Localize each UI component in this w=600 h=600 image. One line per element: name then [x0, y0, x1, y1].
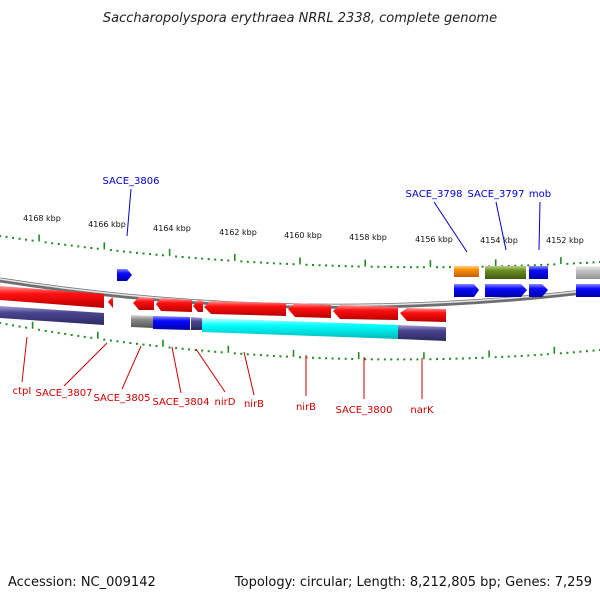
gene-nirB-large[interactable]	[204, 301, 286, 316]
gene-label[interactable]: SACE_3804	[153, 397, 210, 408]
genome-summary-text: Topology: circular; Length: 8,212,805 bp…	[234, 575, 592, 590]
feature-nirD[interactable]	[191, 317, 202, 330]
gene-label[interactable]: mob	[529, 189, 551, 200]
gene-label[interactable]: SACE_3800	[336, 405, 393, 416]
accession-text: Accession: NC_009142	[8, 575, 156, 590]
forward-gene-labels: SACE_3806 SACE_3798 SACE_3797 mob	[103, 176, 551, 253]
gene-SACE_3805[interactable]	[108, 296, 113, 308]
gene-feature[interactable]	[576, 266, 600, 279]
gene-narK[interactable]	[400, 308, 446, 322]
gene-SACE_3797[interactable]	[485, 284, 527, 297]
gene-SACE_3798-feature[interactable]	[454, 266, 479, 277]
gene-label[interactable]: SACE_3805	[94, 393, 151, 404]
ruler-label: 4154 kbp	[480, 236, 518, 245]
gene-label[interactable]: ctpI	[13, 386, 32, 397]
ruler-labels: 4168 kbp 4166 kbp 4164 kbp 4162 kbp 4160…	[23, 214, 584, 245]
gene-SACE_3798[interactable]	[454, 284, 479, 297]
gene-SACE_3804[interactable]	[133, 297, 154, 310]
ruler-label: 4160 kbp	[284, 231, 322, 240]
gene-label[interactable]: SACE_3797	[468, 189, 525, 200]
feature-nirB[interactable]	[202, 318, 398, 339]
ruler-label: 4158 kbp	[349, 233, 387, 242]
gene-mob[interactable]	[529, 284, 548, 297]
gene-label[interactable]: nirB	[296, 402, 316, 413]
gene-label[interactable]: SACE_3806	[103, 176, 160, 187]
forward-strand-genes	[117, 266, 600, 297]
ruler-label: 4156 kbp	[415, 235, 453, 244]
feature-SACE_3807[interactable]	[0, 306, 104, 325]
reverse-strand-features	[0, 306, 446, 341]
feature-narK[interactable]	[398, 325, 446, 341]
gene-label[interactable]: SACE_3798	[406, 189, 463, 200]
feature-SACE_3805[interactable]	[131, 315, 153, 328]
gene-label[interactable]: narK	[410, 405, 434, 416]
gene-label[interactable]: nirD	[215, 397, 236, 408]
ruler-label: 4164 kbp	[153, 224, 191, 233]
gene-nirB-small[interactable]	[288, 303, 331, 318]
gene-SACE_3800[interactable]	[333, 305, 398, 320]
gene-label[interactable]: nirB	[244, 399, 264, 410]
feature-SACE_3804[interactable]	[153, 316, 190, 330]
gene-label[interactable]: SACE_3807	[36, 388, 93, 399]
ruler-ticks-inner	[0, 321, 600, 361]
gene[interactable]	[576, 284, 600, 297]
gene-mob-feature[interactable]	[529, 266, 548, 279]
gene-SACE_3807[interactable]	[0, 286, 104, 308]
gene-nirD[interactable]	[156, 298, 192, 312]
gene-SACE_3806[interactable]	[117, 269, 132, 281]
gene-nirD-b[interactable]	[193, 300, 203, 312]
ruler-label: 4168 kbp	[23, 214, 61, 223]
ruler-label: 4162 kbp	[219, 228, 257, 237]
reverse-gene-labels: ctpI SACE_3807 SACE_3805 SACE_3804 nirD …	[13, 336, 434, 416]
ruler-label: 4166 kbp	[88, 220, 126, 229]
reverse-strand-genes	[0, 286, 446, 322]
map-title: Saccharopolyspora erythraea NRRL 2338, c…	[103, 11, 497, 26]
gene-SACE_3797-feature[interactable]	[485, 266, 526, 279]
ruler-label: 4152 kbp	[546, 236, 584, 245]
